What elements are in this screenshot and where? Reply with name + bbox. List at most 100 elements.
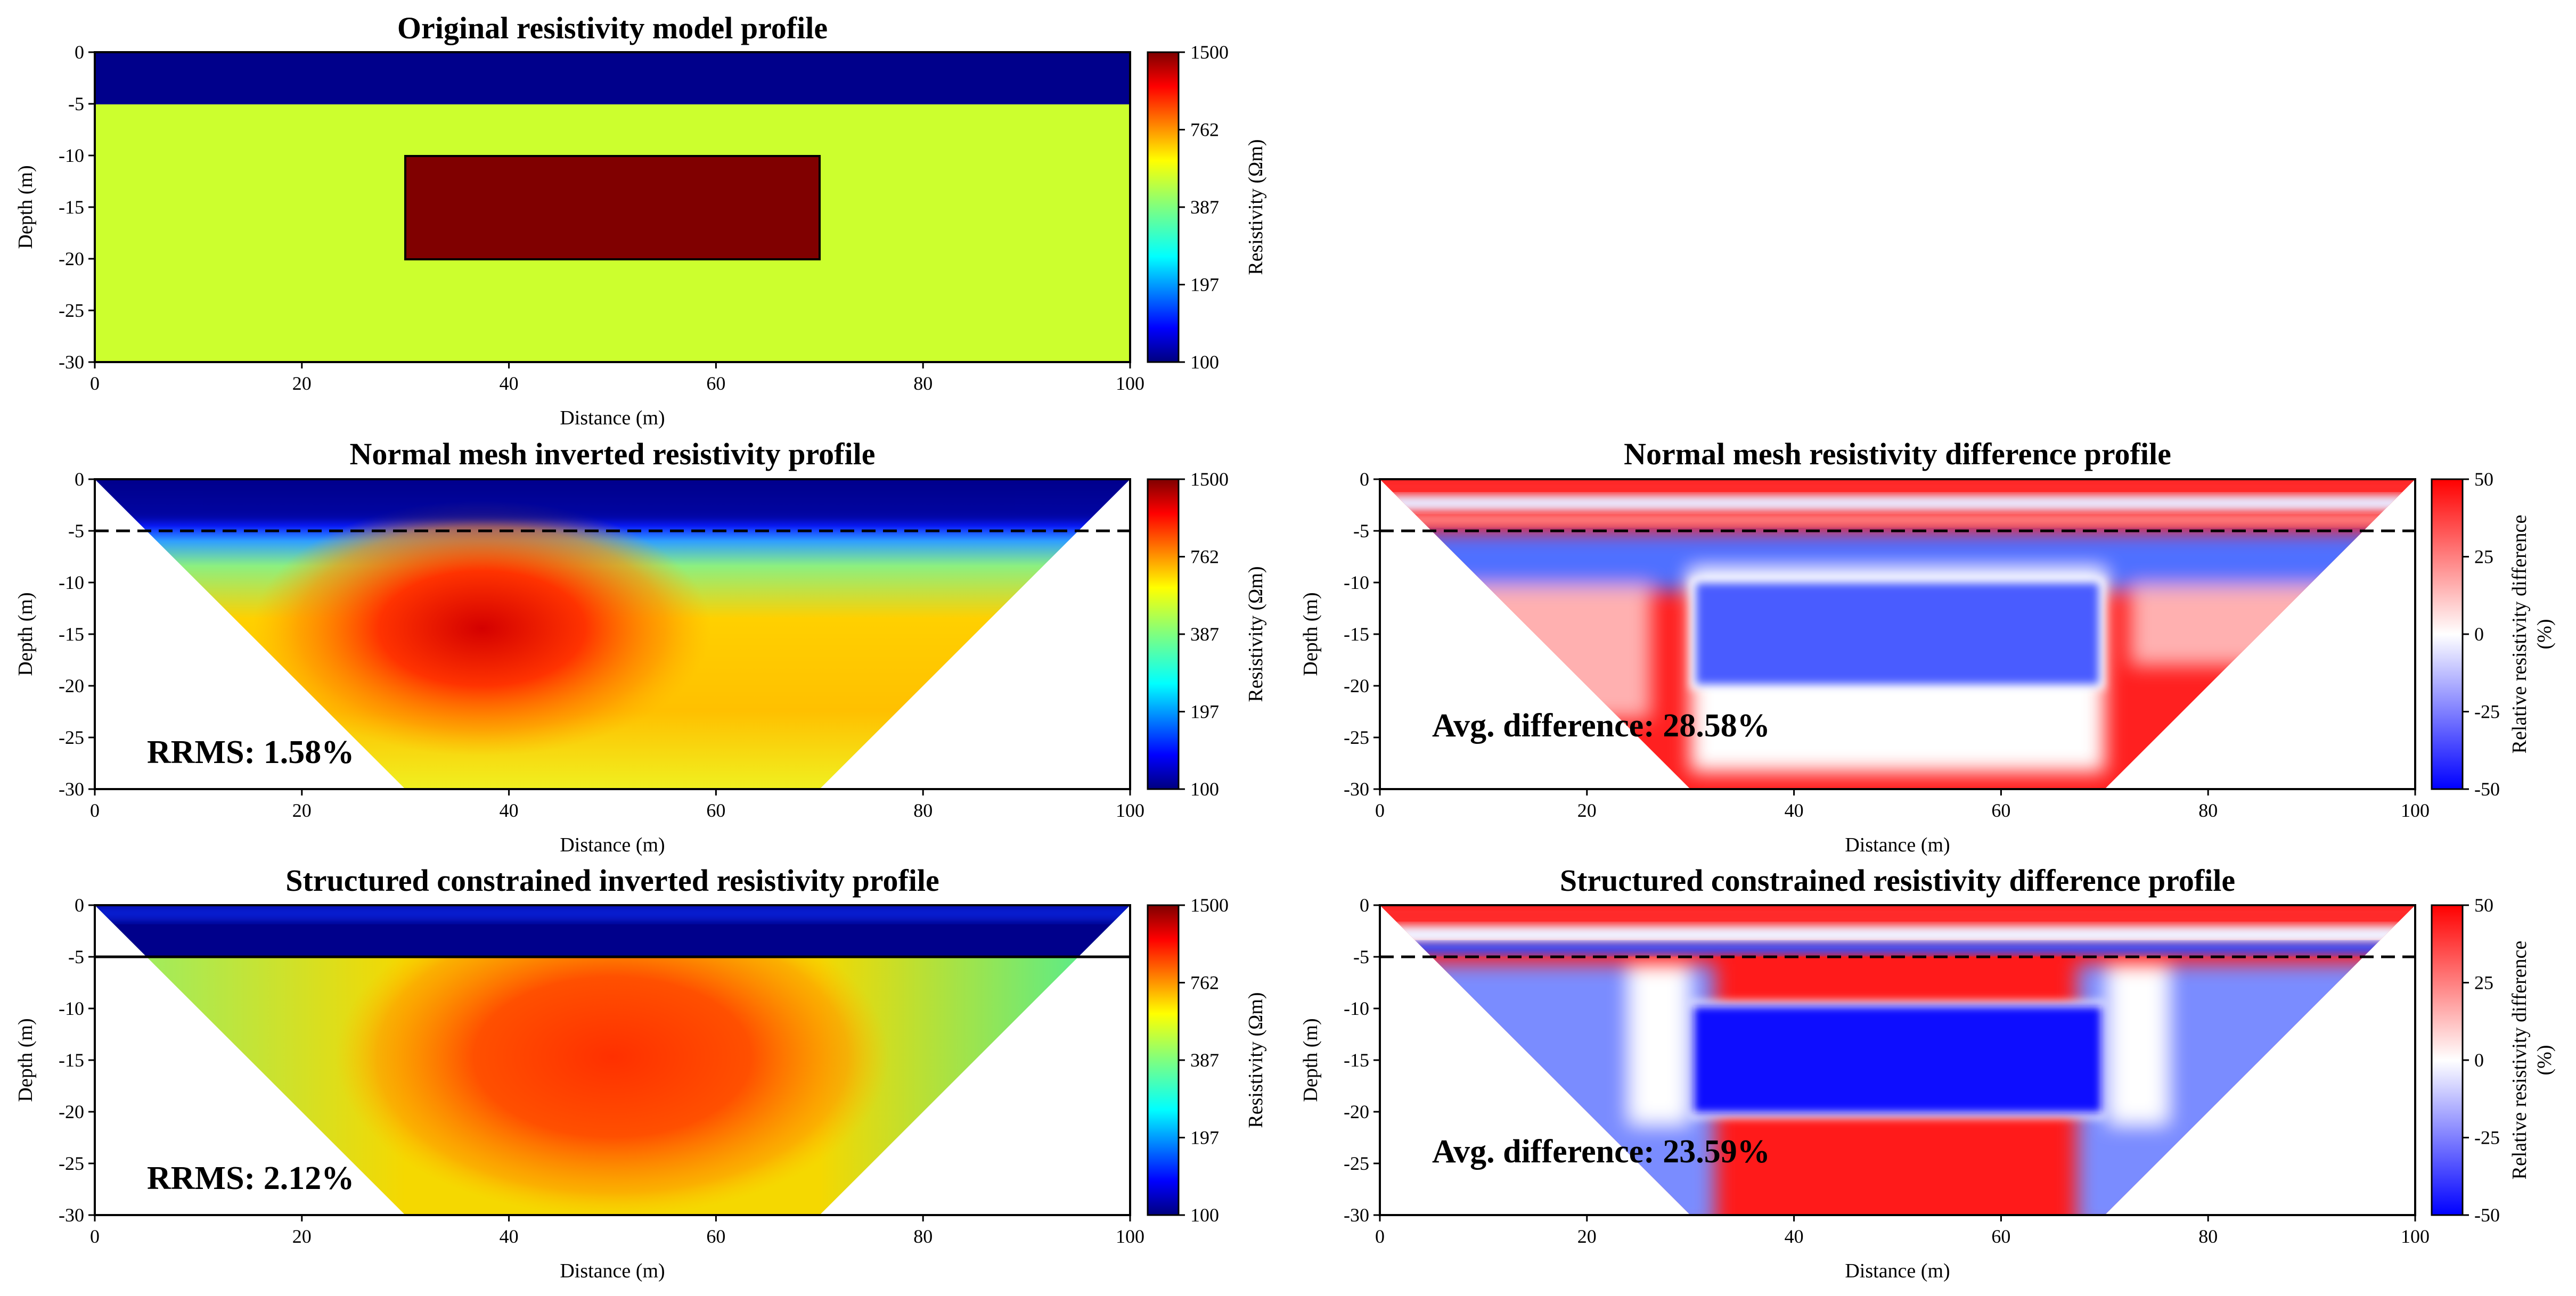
- panel-structured-difference: Structured constrained resistivity diffe…: [1299, 863, 2556, 1282]
- y-tick-label: -15: [1344, 1049, 1369, 1071]
- x-tick-label: 100: [2401, 1226, 2430, 1247]
- colorbar-tick-label: 1500: [1190, 895, 1229, 916]
- colorbar-gradient: [1147, 478, 1180, 790]
- x-tick-label: 20: [292, 1226, 312, 1247]
- y-tick-label: -25: [1344, 1153, 1369, 1174]
- y-tick-label: -25: [59, 300, 84, 321]
- y-tick-label: -30: [59, 351, 84, 373]
- panel-structured-inverted: Structured constrained inverted resistiv…: [14, 863, 1267, 1282]
- colorbar-tick-label: 197: [1190, 274, 1219, 296]
- avg-difference-annotation: Avg. difference: 23.59%: [1432, 1134, 1770, 1170]
- colorbar-tick-label: 762: [1190, 546, 1219, 568]
- x-tick-label: 0: [90, 1226, 100, 1247]
- colorbar-tick-label: 387: [1190, 1049, 1219, 1071]
- y-tick-label: -20: [1344, 1101, 1369, 1122]
- colorbar-label-line2: (%): [2533, 619, 2556, 650]
- x-tick-label: 80: [913, 800, 933, 821]
- colorbar-tick-label: -50: [2474, 778, 2500, 800]
- x-axis: Distance (m): [560, 1260, 665, 1282]
- y-tick-label: -15: [1344, 624, 1369, 645]
- y-tick-label: -5: [68, 946, 84, 967]
- x-tick-label: 40: [500, 800, 519, 821]
- y-tick-label: -25: [59, 727, 84, 748]
- x-tick-label: 40: [500, 1226, 519, 1247]
- y-tick-label: 0: [1360, 895, 1369, 916]
- y-tick-label: -15: [59, 1049, 84, 1071]
- y-tick-label: 0: [75, 42, 84, 63]
- colorbar-tick-label: 25: [2474, 972, 2493, 994]
- colorbar-tick-label: 100: [1190, 1204, 1219, 1226]
- colorbar-tick-label: -25: [2474, 1127, 2500, 1149]
- rrms-annotation: RRMS: 2.12%: [147, 1160, 354, 1196]
- surface-layer: [95, 52, 1130, 104]
- x-axis-label: Distance (m): [1845, 834, 1950, 856]
- y-tick-label: 0: [75, 469, 84, 490]
- colorbar-tick-label: 1500: [1190, 469, 1229, 490]
- y-tick-label: -5: [68, 520, 84, 542]
- colorbar-label-line1: Relative resistivity difference: [2508, 941, 2531, 1180]
- panel-title: Structured constrained resistivity diffe…: [1560, 863, 2235, 898]
- y-tick-label: -20: [1344, 675, 1369, 696]
- plot-area: Avg. difference: 23.59%: [1379, 904, 2416, 1216]
- panel-normal-inverted: Normal mesh inverted resistivity profile…: [14, 437, 1267, 856]
- colorbar-label: Resistivity (Ωm): [1245, 566, 1267, 702]
- panel-title: Normal mesh resistivity difference profi…: [1624, 437, 2171, 471]
- colorbar-tick-label: 25: [2474, 546, 2493, 568]
- colorbar-tick-label: 197: [1190, 1127, 1219, 1149]
- y-tick-label: -25: [1344, 727, 1369, 748]
- x-tick-label: 0: [90, 373, 100, 394]
- colorbar-label-line1: Relative resistivity difference: [2508, 515, 2531, 754]
- y-axis-label: Depth (m): [14, 1018, 37, 1102]
- colorbar-tick-label: -50: [2474, 1204, 2500, 1226]
- y-axis-label: Depth (m): [1299, 592, 1322, 676]
- colorbar-label-line2: (%): [2533, 1045, 2556, 1076]
- y-axis-label: Depth (m): [14, 592, 37, 676]
- colorbar-tick-label: 100: [1190, 778, 1219, 800]
- x-tick-label: 100: [1116, 1226, 1144, 1247]
- x-tick-label: 60: [1991, 800, 2010, 821]
- colorbar: Relative resistivity difference (%): [2431, 904, 2556, 1216]
- x-tick-label: 20: [292, 800, 312, 821]
- rrms-annotation: RRMS: 1.58%: [147, 734, 354, 770]
- colorbar: Resistivity (Ωm): [1147, 478, 1267, 790]
- y-tick-label: -15: [59, 624, 84, 645]
- x-axis: Distance (m): [560, 834, 665, 856]
- colorbar-tick-label: 100: [1190, 351, 1219, 373]
- y-tick-label: -5: [1353, 520, 1369, 542]
- colorbar-tick-label: 197: [1190, 701, 1219, 723]
- plot-area: RRMS: 2.12%: [94, 904, 1131, 1216]
- y-tick-label: -25: [59, 1153, 84, 1174]
- plot-area: RRMS: 1.58%: [94, 478, 1131, 790]
- colorbar: Resistivity (Ωm): [1147, 51, 1267, 363]
- x-tick-label: 0: [1375, 1226, 1385, 1247]
- colorbar-tick-label: -25: [2474, 701, 2500, 723]
- panel-title: Normal mesh inverted resistivity profile: [350, 437, 876, 471]
- colorbar-label: Resistivity (Ωm): [1245, 139, 1267, 275]
- plot-area: [94, 51, 1131, 363]
- x-tick-label: 20: [1577, 800, 1597, 821]
- x-tick-label: 100: [1116, 800, 1144, 821]
- colorbar-tick-label: 387: [1190, 624, 1219, 645]
- x-tick-label: 0: [1375, 800, 1385, 821]
- x-axis: Distance (m): [1845, 1260, 1950, 1282]
- colorbar-gradient: [2431, 478, 2464, 790]
- x-axis: Distance (m): [560, 407, 665, 429]
- y-axis-label: Depth (m): [14, 165, 37, 249]
- y-tick-label: -20: [59, 248, 84, 269]
- colorbar-tick-label: 0: [2474, 624, 2484, 645]
- x-tick-label: 60: [706, 373, 725, 394]
- x-tick-label: 60: [706, 800, 725, 821]
- colorbar-tick-label: 50: [2474, 469, 2493, 490]
- y-tick-label: -10: [1344, 572, 1369, 593]
- x-tick-label: 80: [913, 373, 933, 394]
- x-tick-label: 100: [1116, 373, 1144, 394]
- x-tick-label: 100: [2401, 800, 2430, 821]
- x-tick-label: 60: [706, 1226, 725, 1247]
- x-axis-label: Distance (m): [560, 407, 665, 429]
- y-axis-label: Depth (m): [1299, 1018, 1322, 1102]
- colorbar-tick-label: 50: [2474, 895, 2493, 916]
- panel-original: Original resistivity model profile Dista…: [14, 11, 1267, 429]
- y-tick-label: -10: [59, 998, 84, 1019]
- colorbar-gradient: [1147, 51, 1180, 363]
